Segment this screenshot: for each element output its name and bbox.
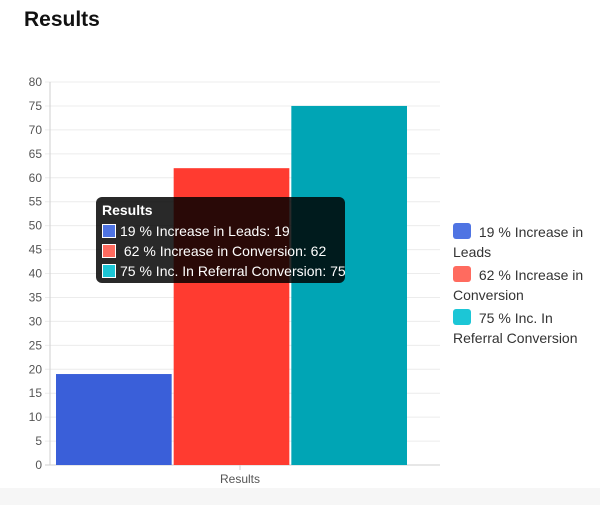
y-tick-label: 65	[29, 147, 43, 161]
y-tick-label: 35	[29, 290, 43, 304]
legend-label: 75 % Inc. In Referral Conversion	[453, 310, 578, 346]
tooltip-row: 62 % Increase in Conversion: 62	[102, 241, 339, 261]
tooltip-row: 19 % Increase in Leads: 19	[102, 221, 339, 241]
y-tick-label: 75	[29, 99, 43, 113]
tooltip-swatch	[102, 224, 116, 238]
legend-item-referral-conversion[interactable]: 75 % Inc. In Referral Conversion	[453, 308, 598, 348]
legend-swatch	[453, 223, 471, 239]
y-tick-label: 50	[29, 219, 43, 233]
footer-band	[0, 488, 600, 505]
legend-swatch	[453, 309, 471, 325]
legend-swatch	[453, 266, 471, 282]
y-tick-label: 0	[35, 458, 42, 472]
bar	[56, 374, 172, 465]
y-tick-label: 20	[29, 362, 43, 376]
legend-label: 19 % Increase in Leads	[453, 224, 588, 260]
tooltip-swatch	[102, 264, 116, 278]
y-tick-label: 25	[29, 338, 43, 352]
y-tick-label: 15	[29, 386, 43, 400]
tooltip-row-text: 62 % Increase in Conversion: 62	[120, 243, 327, 259]
y-tick-label: 30	[29, 314, 43, 328]
y-tick-label: 80	[29, 75, 43, 89]
bar	[291, 105, 407, 465]
legend-item-leads[interactable]: 19 % Increase in Leads	[453, 222, 598, 262]
x-tick-label: Results	[220, 472, 260, 486]
tooltip-swatch	[102, 244, 116, 258]
y-tick-label: 60	[29, 171, 43, 185]
tooltip-row: 75 % Inc. In Referral Conversion: 75	[102, 261, 346, 281]
chart-legend: 19 % Increase in Leads 62 % Increase in …	[453, 222, 598, 351]
y-tick-label: 5	[35, 434, 42, 448]
y-tick-label: 70	[29, 123, 43, 137]
tooltip-title: Results	[102, 202, 153, 218]
page-title: Results	[24, 8, 100, 31]
chart-tooltip: Results 19 % Increase in Leads: 19 62 % …	[96, 197, 346, 283]
legend-label: 62 % Increase in Conversion	[453, 267, 588, 303]
legend-item-conversion[interactable]: 62 % Increase in Conversion	[453, 265, 598, 305]
tooltip-row-text: 75 % Inc. In Referral Conversion: 75	[120, 263, 346, 279]
y-tick-label: 45	[29, 243, 43, 257]
y-tick-label: 10	[29, 410, 43, 424]
tooltip-row-text: 19 % Increase in Leads: 19	[120, 223, 290, 239]
y-tick-label: 55	[29, 195, 43, 209]
y-tick-label: 40	[29, 267, 43, 281]
